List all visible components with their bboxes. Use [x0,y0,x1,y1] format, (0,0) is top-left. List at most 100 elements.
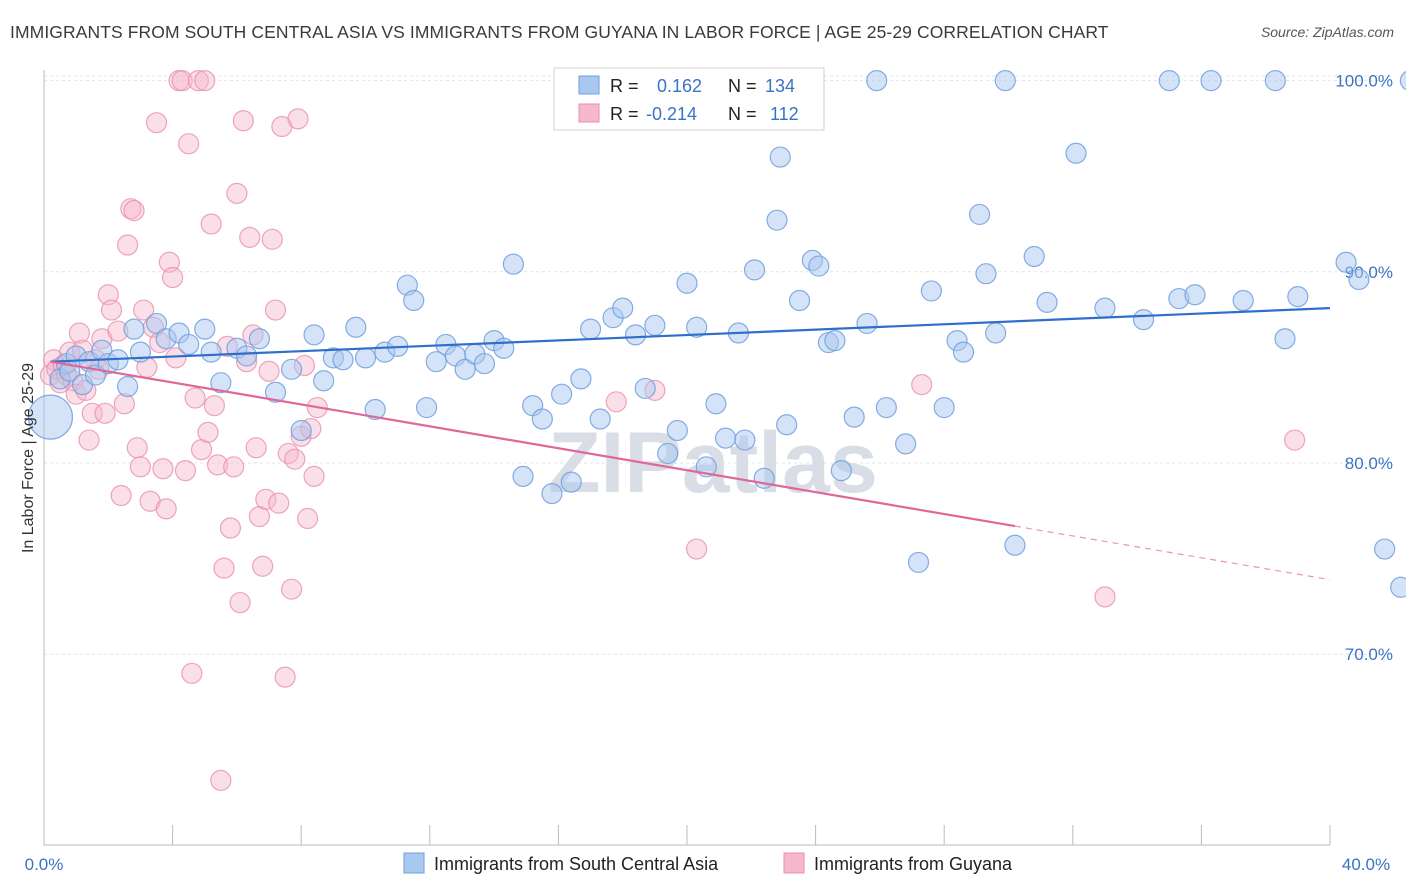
south-central-asia-point-97 [1023,245,1045,268]
south-central-asia-point-14 [145,312,168,335]
guyana-point-48 [197,421,219,444]
source-credit: Source: ZipAtlas.com [1260,24,1394,40]
legend-n-label-blue: N = [728,76,757,96]
guyana-point-21 [110,484,132,507]
south-central-asia-point-104 [1184,284,1206,306]
south-central-asia-point-68 [714,427,737,449]
south-central-asia-point-88 [920,280,942,302]
guyana-point-35 [155,498,177,520]
guyana-point-42 [178,133,200,155]
x-tick-label-min: 0.0% [25,855,64,874]
guyana-point-47 [194,69,216,92]
south-central-asia-point-44 [473,352,496,375]
guyana-point-75 [284,448,306,470]
south-central-asia-point-83 [856,312,878,335]
south-central-asia-point-71 [743,259,766,281]
south-central-asia-point-92 [968,203,991,226]
guyana-point-12 [78,429,100,451]
south-central-asia-point-47 [502,253,524,275]
south-central-asia-point-76 [788,289,811,312]
south-central-asia-point-22 [235,345,258,367]
trend-line-guyana-extrapolated [1014,525,1331,581]
south-central-asia-point-106 [1232,289,1254,312]
south-central-asia-point-111 [1348,268,1370,291]
guyana-point-41 [174,460,197,482]
legend-swatch-blue [578,75,600,95]
south-central-asia-point-56 [589,408,611,430]
south-central-asia-point-96 [1004,534,1026,556]
chart-title: IMMIGRANTS FROM SOUTH CENTRAL ASIA VS IM… [10,22,1109,42]
legend-swatch-pink [578,103,600,123]
south-central-asia-point-82 [843,406,865,428]
guyana-point-61 [239,226,261,248]
guyana-point-83 [605,391,627,413]
guyana-point-53 [213,557,235,579]
south-central-asia-point-12 [123,318,145,340]
bottom-legend-label-blue: Immigrants from South Central Asia [434,854,719,874]
guyana-point-25 [123,200,145,222]
guyana-point-74 [280,578,303,600]
south-central-asia-point-46 [493,337,515,359]
south-central-asia-point-50 [531,408,553,430]
guyana-point-52 [210,769,232,791]
south-central-asia-point-25 [280,358,303,380]
south-central-asia-point-101 [1132,309,1155,331]
guyana-point-72 [274,666,296,688]
correlation-legend: R = 0.162 N = 134 R = -0.214 N = 112 [553,67,825,131]
guyana-point-63 [245,437,267,459]
guyana-point-86 [911,374,933,396]
south-central-asia-point-60 [634,377,656,400]
south-central-asia-point-80 [824,330,846,352]
guyana-point-44 [184,387,206,409]
south-central-asia-point-73 [766,209,788,231]
guyana-point-23 [116,234,139,256]
bottom-legend-swatch-blue [403,852,425,874]
south-central-asia-point-108 [1274,328,1296,350]
south-central-asia-point-39 [425,351,447,373]
south-central-asia-point-86 [895,433,917,455]
south-central-asia-point-54 [570,368,592,390]
south-central-asia-point-19 [200,341,222,363]
y-tick-label-80: 80.0% [1345,454,1393,473]
south-central-asia-point-107 [1264,69,1286,92]
guyana-point-45 [187,69,209,92]
south-central-asia-point-93 [975,263,997,285]
x-ticks [43,825,1331,845]
south-central-asia-point-87 [907,551,930,574]
south-central-asia-point-85 [875,396,897,419]
trend-lines [50,307,1331,581]
guyana-point-66 [255,488,277,510]
south-central-asia-point-20 [210,372,232,394]
south-central-asia-point-51 [541,482,563,505]
south-central-asia-point-59 [624,324,647,346]
south-central-asia-point-98 [1036,291,1058,313]
guyana-point-51 [207,454,229,476]
guyana-point-22 [113,393,135,415]
guyana-point-65 [252,555,274,577]
south-central-asia-point-95 [994,69,1016,92]
legend-r-label-pink: R = [610,104,639,124]
south-central-asia-point-102 [1158,69,1180,92]
guyana-point-87 [1094,586,1116,608]
south-central-asia-point-58 [612,297,634,319]
south-central-asia-point-89 [933,396,955,419]
guyana-point-17 [94,402,116,424]
south-central-asia-points [27,69,1406,598]
guyana-point-85 [686,538,708,560]
south-central-asia-point-53 [560,471,582,493]
guyana-point-68 [261,228,283,250]
guyana-point-55 [219,517,242,539]
south-central-asia-point-52 [551,383,573,405]
guyana-point-32 [145,112,168,134]
guyana-point-19 [100,299,123,321]
guyana-point-40 [171,69,193,92]
south-central-asia-point-65 [686,316,708,338]
south-central-asia-point-75 [776,414,798,436]
south-central-asia-point-31 [345,316,367,338]
y-axis-label: In Labor Force | Age 25-29 [20,363,37,553]
south-central-asia-point-81 [830,460,852,482]
south-central-asia-point-62 [657,442,679,465]
south-central-asia-point-100 [1094,297,1116,319]
trend-line-south-central-asia [50,307,1331,363]
